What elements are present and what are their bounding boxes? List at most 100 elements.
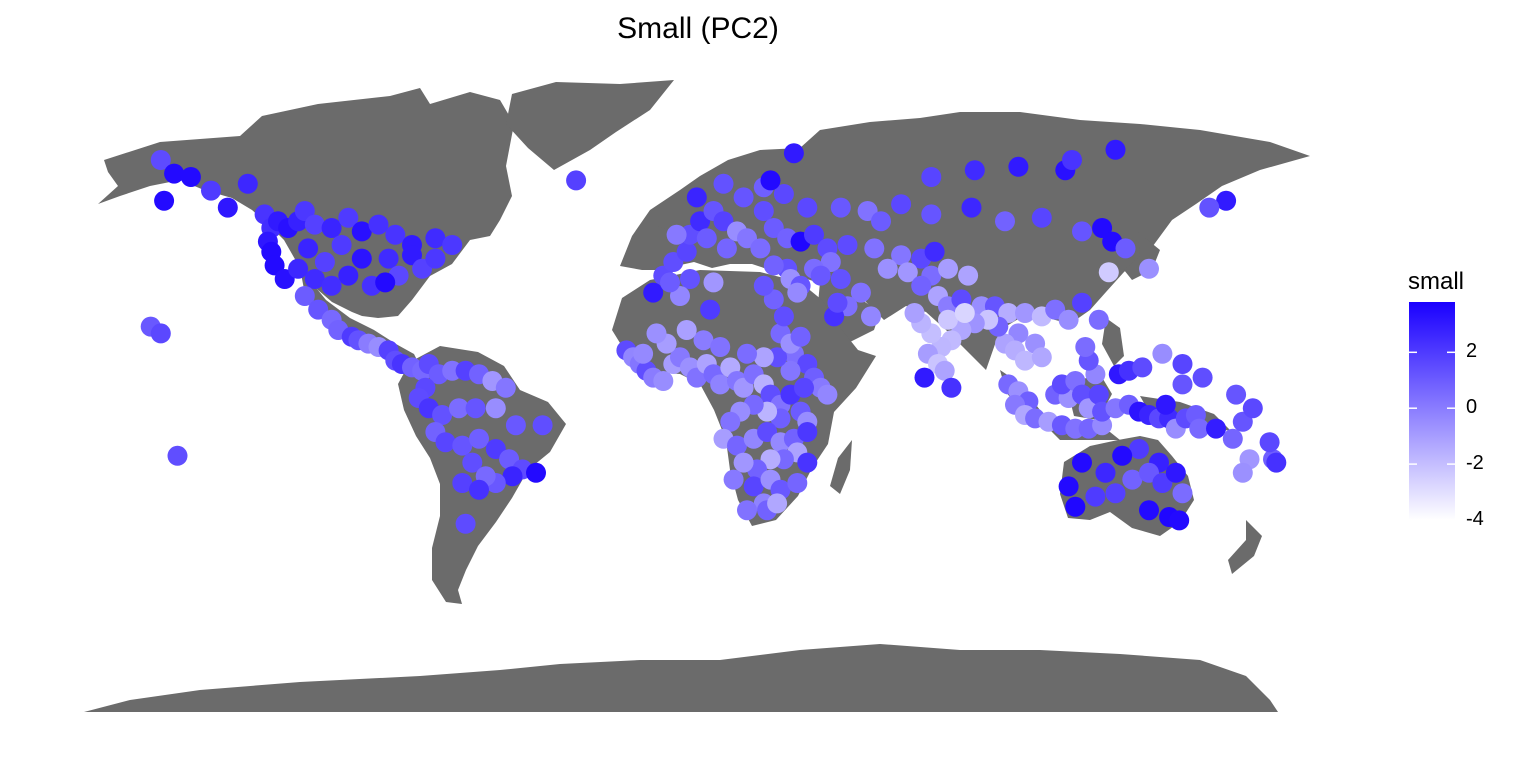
legend-tick-label: -4 [1466, 508, 1484, 530]
landmass-antarctica [84, 644, 1278, 712]
data-point [1095, 462, 1116, 483]
data-point [1088, 309, 1109, 330]
data-point [716, 238, 737, 259]
data-point [304, 214, 325, 235]
data-point [877, 258, 898, 279]
data-point [646, 323, 667, 344]
data-point [321, 218, 342, 238]
data-point [1189, 418, 1210, 439]
data-point [964, 160, 985, 181]
data-point [1192, 367, 1213, 388]
data-point [737, 343, 757, 364]
data-point [787, 282, 808, 303]
data-point [314, 252, 335, 272]
legend-tick-label: -2 [1466, 452, 1484, 475]
data-point [217, 197, 238, 218]
data-point [469, 479, 489, 500]
data-point [462, 452, 483, 473]
data-point [1031, 347, 1052, 368]
data-point [304, 269, 325, 289]
data-point [351, 221, 372, 242]
data-point [753, 275, 774, 296]
data-point [804, 224, 824, 245]
data-point [378, 248, 399, 269]
data-point [435, 432, 456, 453]
data-point [505, 415, 526, 436]
data-point [921, 204, 942, 225]
data-point [448, 398, 469, 419]
data-point [676, 320, 697, 340]
data-point [465, 398, 486, 419]
data-point [298, 238, 319, 259]
data-point [794, 377, 814, 398]
data-point [753, 201, 774, 221]
data-point [1222, 428, 1243, 449]
data-point [1098, 262, 1119, 283]
data-point [150, 150, 171, 170]
data-point [164, 163, 185, 184]
data-point [763, 255, 784, 276]
data-point [790, 326, 811, 347]
data-point [1072, 292, 1092, 313]
legend-tick-label: 0 [1466, 396, 1478, 419]
observation-points [140, 139, 1287, 534]
data-point [961, 197, 982, 218]
data-point [1169, 510, 1190, 531]
data-point [686, 187, 707, 208]
data-point [1129, 439, 1149, 459]
legend-title: small [1408, 268, 1465, 295]
data-point [566, 170, 587, 191]
data-point [773, 184, 794, 204]
data-point [1112, 445, 1133, 466]
data-point [938, 309, 958, 330]
data-point [760, 170, 781, 191]
data-point [526, 462, 546, 483]
data-point [442, 235, 463, 255]
data-point [643, 282, 664, 303]
data-point [425, 248, 446, 269]
landmass-greenland [506, 80, 674, 170]
data-point [1072, 452, 1092, 473]
data-point [1139, 500, 1159, 521]
data-point [1232, 462, 1253, 483]
data-point [1065, 496, 1086, 517]
data-point [154, 190, 175, 211]
data-point [1015, 303, 1035, 323]
data-point [1075, 337, 1096, 357]
data-point [1062, 150, 1082, 170]
data-point [432, 405, 453, 425]
data-point [911, 275, 932, 296]
data-point [1206, 418, 1226, 439]
data-point [817, 384, 838, 405]
data-point [1172, 354, 1193, 374]
data-point [810, 265, 831, 286]
data-point [871, 211, 891, 232]
data-point [1058, 476, 1079, 497]
data-point [633, 343, 654, 364]
legend-tick-marks [1409, 351, 1455, 520]
data-point [995, 211, 1015, 232]
data-point [294, 286, 315, 306]
data-point [666, 224, 687, 245]
data-point [1259, 432, 1280, 453]
data-point [1072, 221, 1092, 242]
data-point [532, 415, 553, 436]
legend-tick-label: 2 [1466, 340, 1478, 363]
data-point [773, 306, 794, 327]
data-point [897, 262, 918, 283]
data-point [201, 180, 221, 201]
data-point [797, 197, 818, 218]
data-point [737, 500, 757, 521]
data-point [1165, 462, 1186, 483]
data-point [1115, 238, 1136, 259]
data-point [1172, 374, 1193, 395]
data-point [385, 224, 406, 245]
landmass-britain [656, 200, 676, 230]
data-point [452, 473, 473, 493]
data-point [827, 292, 848, 313]
data-point [653, 371, 674, 391]
data-point [1155, 394, 1176, 415]
data-point [783, 143, 804, 164]
data-point [1031, 207, 1052, 228]
data-point [1105, 139, 1126, 160]
